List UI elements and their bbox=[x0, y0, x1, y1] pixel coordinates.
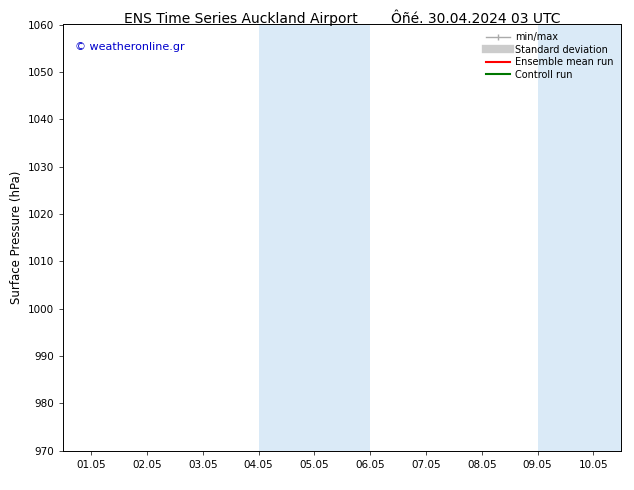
Y-axis label: Surface Pressure (hPa): Surface Pressure (hPa) bbox=[10, 171, 23, 304]
Legend: min/max, Standard deviation, Ensemble mean run, Controll run: min/max, Standard deviation, Ensemble me… bbox=[483, 29, 616, 82]
Bar bbox=[259, 24, 370, 451]
Text: Ôñé. 30.04.2024 03 UTC: Ôñé. 30.04.2024 03 UTC bbox=[391, 12, 560, 26]
Text: © weatheronline.gr: © weatheronline.gr bbox=[75, 42, 184, 51]
Text: ENS Time Series Auckland Airport: ENS Time Series Auckland Airport bbox=[124, 12, 358, 26]
Bar bbox=[538, 24, 634, 451]
